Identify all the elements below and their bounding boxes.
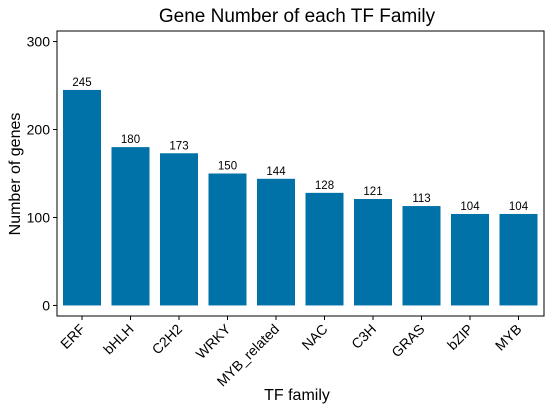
y-axis: 0 100 200 300 [27, 34, 57, 313]
bar-nac [305, 192, 344, 306]
bar-value-label: 144 [266, 166, 286, 178]
bar-value-label: 121 [363, 186, 382, 198]
y-axis-label: Number of genes [7, 113, 24, 236]
bar-value-label: 150 [218, 161, 237, 173]
x-tick-label: bHLH [100, 321, 137, 358]
bar-value-labels: 245 180 173 150 144 128 121 113 104 104 [72, 77, 528, 213]
plot-frame [56, 30, 545, 317]
y-tick-label: 300 [27, 34, 51, 50]
x-tick-label: C2H2 [148, 321, 185, 358]
y-tick-label: 100 [27, 209, 51, 225]
x-tick-label: NAC [298, 321, 330, 353]
bar-value-label: 173 [169, 140, 188, 152]
bar-value-label: 104 [460, 201, 480, 213]
bar-value-label: 180 [121, 134, 140, 146]
bar-wrky [208, 173, 247, 306]
x-axis-label: TF family [264, 387, 330, 404]
bars [63, 89, 538, 306]
bar-bhlh [111, 147, 150, 306]
y-tick-label: 0 [42, 297, 50, 313]
bar-myb [499, 213, 538, 306]
bar-erf [63, 89, 101, 306]
bar-value-label: 104 [509, 201, 529, 213]
bar-value-label: 245 [72, 77, 91, 89]
x-tick-label: GRAS [388, 321, 427, 360]
bar-c2h2 [160, 153, 198, 306]
bar-myb-related [257, 178, 295, 306]
x-tick-label: bZIP [444, 321, 476, 353]
x-tick-label: ERF [57, 321, 88, 352]
bar-value-label: 128 [315, 180, 334, 192]
y-tick-label: 200 [27, 122, 51, 138]
x-tick-label: MYB [492, 321, 525, 354]
bar-bzip [451, 213, 489, 306]
bar-gras [402, 206, 441, 306]
chart-title: Gene Number of each TF Family [159, 6, 436, 27]
x-tick-label: C3H [348, 321, 379, 352]
x-tick-label: WRKY [193, 320, 234, 361]
bar-value-label: 113 [412, 193, 430, 205]
bar-c3h [354, 199, 392, 306]
